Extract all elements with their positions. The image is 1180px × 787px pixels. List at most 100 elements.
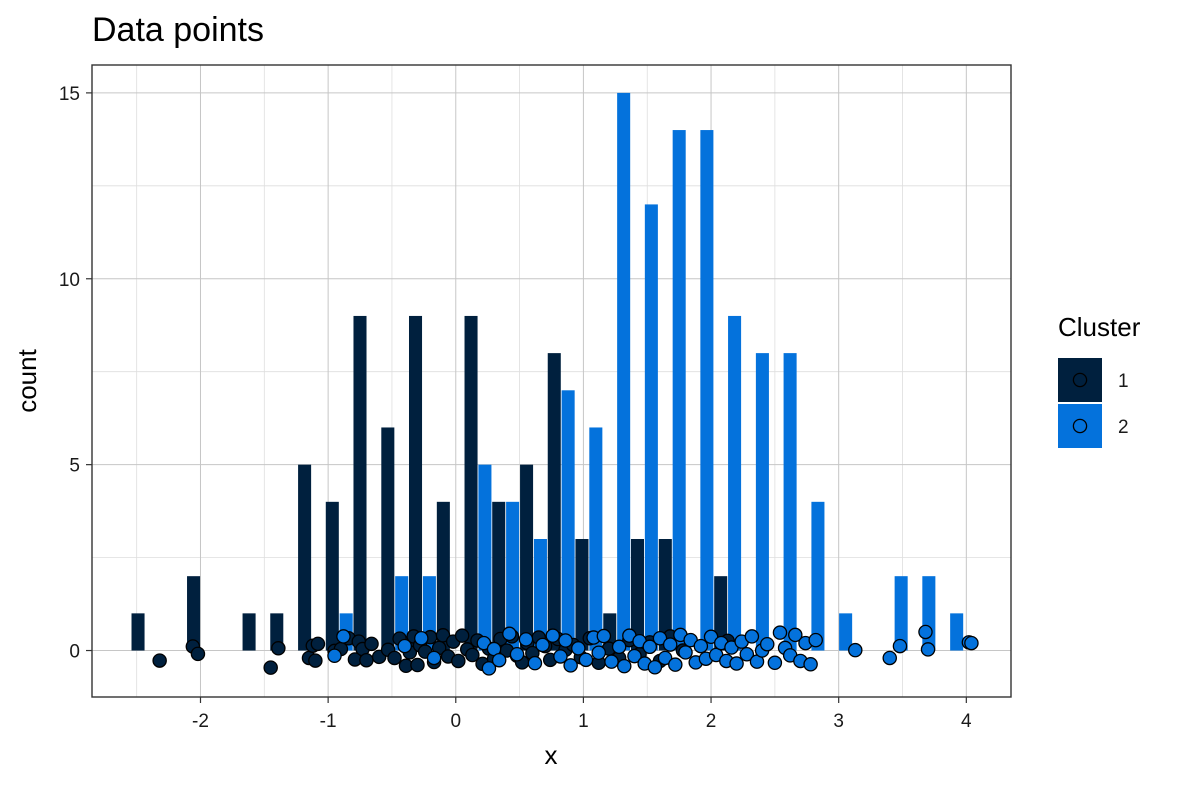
point-cluster-1 — [364, 636, 379, 652]
point-cluster-1 — [387, 650, 402, 666]
y-tick-label: 10 — [59, 270, 80, 291]
point-cluster-2 — [662, 637, 678, 652]
point-cluster-2 — [652, 631, 668, 646]
bar-cluster-1 — [131, 613, 145, 651]
point-cluster-2 — [527, 655, 543, 671]
point-cluster-2 — [571, 641, 586, 656]
point-cluster-2 — [729, 656, 744, 671]
bar-cluster-1 — [353, 315, 367, 651]
point-cluster-1 — [271, 641, 286, 656]
point-cluster-2 — [657, 650, 673, 666]
point-cluster-2 — [518, 632, 534, 647]
bar-cluster-2 — [894, 576, 908, 651]
bar-cluster-2 — [672, 130, 686, 651]
y-axis-title: count — [12, 348, 42, 412]
bar-cluster-1 — [242, 613, 256, 651]
point-cluster-2 — [739, 646, 755, 662]
bar-cluster-2 — [644, 204, 658, 651]
point-cluster-2 — [627, 648, 642, 664]
point-cluster-1 — [310, 636, 326, 652]
point-cluster-2 — [563, 658, 578, 673]
histogram-bars — [131, 92, 964, 651]
point-cluster-2 — [642, 639, 658, 655]
point-cluster-1 — [410, 657, 425, 673]
legend-label-1: 1 — [1118, 371, 1129, 392]
point-cluster-2 — [502, 626, 517, 642]
y-tick-label: 5 — [69, 456, 80, 477]
point-cluster-2 — [596, 628, 612, 644]
point-cluster-2 — [558, 633, 573, 648]
bar-cluster-2 — [700, 130, 714, 651]
x-tick-label: 2 — [706, 711, 717, 732]
point-cluster-1 — [465, 647, 480, 663]
x-axis-ticks: -2 -1 0 1 2 3 4 — [192, 697, 972, 732]
point-cluster-2 — [920, 642, 936, 657]
x-tick-label: 3 — [833, 711, 844, 732]
bar-cluster-1 — [436, 501, 450, 651]
bar-cluster-2 — [922, 576, 936, 651]
legend-point-2 — [1072, 418, 1088, 434]
point-cluster-2 — [678, 645, 693, 660]
bar-cluster-2 — [478, 464, 492, 651]
point-cluster-1 — [454, 628, 470, 643]
bar-cluster-1 — [714, 576, 728, 651]
legend-point-1 — [1072, 372, 1088, 388]
point-cluster-2 — [491, 652, 507, 668]
point-cluster-2 — [788, 627, 803, 643]
bar-cluster-2 — [783, 353, 797, 651]
x-axis-title: x — [545, 740, 558, 770]
bar-cluster-2 — [839, 613, 853, 651]
bar-cluster-2 — [811, 501, 825, 651]
point-cluster-2 — [647, 660, 663, 675]
bar-cluster-1 — [298, 464, 312, 651]
point-cluster-1 — [152, 653, 167, 668]
x-tick-label: -2 — [192, 711, 209, 732]
point-cluster-2 — [553, 649, 568, 664]
point-cluster-2 — [327, 648, 342, 663]
point-cluster-1 — [435, 628, 451, 643]
legend-title: Cluster — [1058, 312, 1141, 342]
bar-cluster-1 — [187, 576, 201, 651]
point-cluster-2 — [578, 652, 594, 668]
jitter-points — [152, 624, 979, 676]
point-cluster-2 — [759, 636, 775, 652]
point-cluster-2 — [767, 655, 783, 671]
point-cluster-2 — [604, 654, 619, 669]
bar-cluster-2 — [755, 353, 769, 651]
point-cluster-2 — [414, 631, 429, 646]
point-cluster-2 — [426, 650, 442, 666]
bar-cluster-1 — [325, 501, 339, 651]
point-cluster-1 — [359, 652, 374, 668]
bar-cluster-1 — [630, 539, 645, 651]
point-cluster-2 — [848, 642, 863, 658]
bar-cluster-1 — [270, 613, 284, 651]
bar-cluster-1 — [520, 464, 534, 651]
bar-cluster-2 — [617, 92, 631, 651]
bar-cluster-1 — [492, 501, 506, 651]
bar-cluster-2 — [589, 427, 603, 651]
point-cluster-2 — [964, 635, 979, 651]
point-cluster-1 — [451, 653, 466, 669]
bar-cluster-1 — [381, 427, 395, 651]
point-cluster-2 — [892, 638, 908, 654]
legend-label-2: 2 — [1118, 417, 1129, 438]
bar-cluster-1 — [575, 539, 589, 651]
point-cluster-2 — [744, 629, 760, 644]
bar-cluster-2 — [728, 315, 742, 651]
panel-border — [91, 64, 1012, 698]
point-cluster-2 — [703, 629, 719, 645]
point-cluster-2 — [772, 625, 788, 640]
bar-cluster-1 — [658, 539, 672, 651]
point-cluster-2 — [336, 629, 351, 644]
bar-cluster-2 — [533, 539, 547, 651]
point-cluster-2 — [668, 657, 683, 672]
point-cluster-1 — [190, 646, 206, 662]
legend: Cluster 1 2 — [1058, 312, 1141, 448]
point-cluster-2 — [918, 624, 933, 640]
point-cluster-1 — [263, 660, 278, 675]
bar-cluster-2 — [561, 390, 575, 651]
x-tick-label: 1 — [578, 711, 589, 732]
point-cluster-2 — [808, 632, 823, 648]
point-cluster-2 — [591, 645, 606, 661]
